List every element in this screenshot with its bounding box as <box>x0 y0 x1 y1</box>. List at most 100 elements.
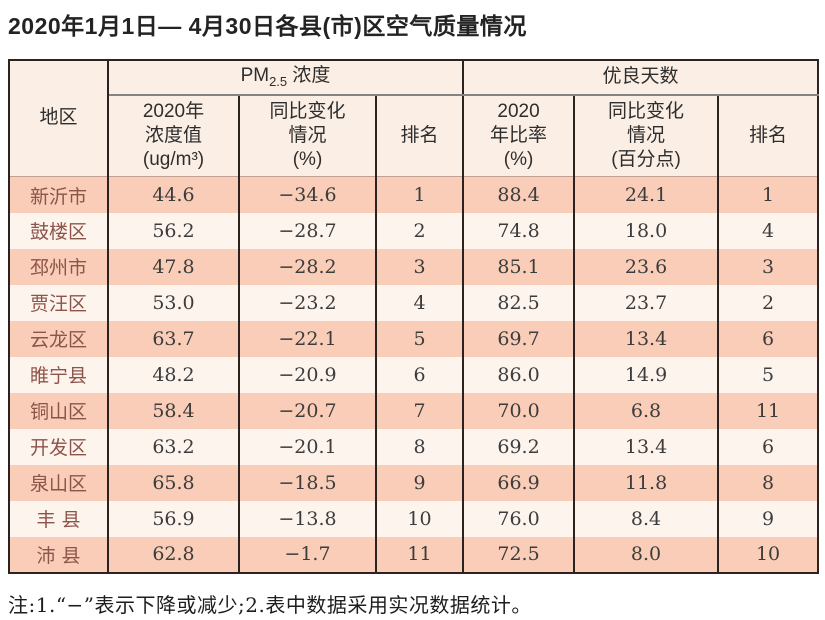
good-rate-cell: 76.0 <box>462 500 576 537</box>
table-sub-header-row: 2020年 浓度值 (ug/m³) 同比变化 情况 (%) 排名 2020 年比… <box>9 94 820 178</box>
table-row: 云龙区 63.7 −22.1 5 69.7 13.4 6 <box>8 320 820 357</box>
header-good-change: 同比变化 情况 (百分点) <box>573 94 720 178</box>
pm-change-cell: −20.1 <box>238 428 377 465</box>
header-pm-change: 同比变化 情况 (%) <box>238 94 377 178</box>
region-cell: 云龙区 <box>8 320 109 357</box>
pm-change-cell: −34.6 <box>238 176 377 213</box>
pm-rank-cell: 11 <box>374 536 465 573</box>
good-change-cell: 14.9 <box>573 356 720 393</box>
good-change-cell: 8.0 <box>573 536 720 573</box>
pm-rank-cell: 9 <box>374 464 465 501</box>
good-rank-cell: 11 <box>717 392 820 429</box>
region-cell: 铜山区 <box>8 392 109 429</box>
good-rank-cell: 9 <box>717 500 820 537</box>
good-change-cell: 13.4 <box>573 320 720 357</box>
good-rate-cell: 66.9 <box>462 464 576 501</box>
table-row: 开发区 63.2 −20.1 8 69.2 13.4 6 <box>8 428 820 465</box>
region-cell: 睢宁县 <box>8 356 109 393</box>
table-row: 睢宁县 48.2 −20.9 6 86.0 14.9 5 <box>8 356 820 393</box>
pm-value-cell: 63.2 <box>107 428 240 465</box>
good-rank-cell: 6 <box>717 320 820 357</box>
region-cell: 新沂市 <box>8 176 109 213</box>
good-change-cell: 23.6 <box>573 248 720 285</box>
good-change-cell: 18.0 <box>573 212 720 249</box>
good-rank-cell: 5 <box>717 356 820 393</box>
good-rate-cell: 69.2 <box>462 428 576 465</box>
header-pm-value: 2020年 浓度值 (ug/m³) <box>107 94 240 178</box>
region-cell: 邳州市 <box>8 248 109 285</box>
pm-rank-cell: 3 <box>374 248 465 285</box>
good-change-cell: 8.4 <box>573 500 720 537</box>
pm-rank-cell: 10 <box>374 500 465 537</box>
good-rate-cell: 88.4 <box>462 176 576 213</box>
pm-value-cell: 56.9 <box>107 500 240 537</box>
pm-rank-cell: 5 <box>374 320 465 357</box>
good-rate-cell: 72.5 <box>462 536 576 573</box>
good-rank-cell: 1 <box>717 176 820 213</box>
pm-change-cell: −20.7 <box>238 392 377 429</box>
table-row: 泉山区 65.8 −18.5 9 66.9 11.8 8 <box>8 464 820 501</box>
good-rate-cell: 74.8 <box>462 212 576 249</box>
region-cell: 泉山区 <box>8 464 109 501</box>
good-change-cell: 11.8 <box>573 464 720 501</box>
table-row: 鼓楼区 56.2 −28.7 2 74.8 18.0 4 <box>8 212 820 249</box>
region-cell: 沛 县 <box>8 536 109 573</box>
footnote: 注:1.“−”表示下降或减少;2.表中数据采用实况数据统计。 <box>8 592 532 617</box>
header-good-rate: 2020 年比率 (%) <box>462 94 576 178</box>
pm-value-cell: 48.2 <box>107 356 240 393</box>
good-rate-cell: 69.7 <box>462 320 576 357</box>
pm-value-cell: 47.8 <box>107 248 240 285</box>
header-pm-rank: 排名 <box>374 94 465 178</box>
region-cell: 鼓楼区 <box>8 212 109 249</box>
pm-value-cell: 53.0 <box>107 284 240 321</box>
pm-rank-cell: 7 <box>374 392 465 429</box>
good-rate-cell: 85.1 <box>462 248 576 285</box>
good-change-cell: 24.1 <box>573 176 720 213</box>
good-rank-cell: 10 <box>717 536 820 573</box>
table-body: 新沂市 44.6 −34.6 1 88.4 24.1 1 鼓楼区 56.2 −28.7 2 74.8 1… <box>8 176 820 573</box>
pm-value-cell: 56.2 <box>107 212 240 249</box>
good-change-cell: 23.7 <box>573 284 720 321</box>
region-cell: 丰 县 <box>8 500 109 537</box>
header-good-days-group: 优良天数 <box>462 59 820 96</box>
pm-change-cell: −18.5 <box>238 464 377 501</box>
good-rate-cell: 86.0 <box>462 356 576 393</box>
pm25-label-suffix: 浓度 <box>287 65 331 87</box>
pm25-label-subscript: 2.5 <box>269 73 288 89</box>
header-good-rank: 排名 <box>717 94 820 178</box>
pm-change-cell: −23.2 <box>238 284 377 321</box>
pm-rank-cell: 2 <box>374 212 465 249</box>
pm-change-cell: −13.8 <box>238 500 377 537</box>
table-row: 新沂市 44.6 −34.6 1 88.4 24.1 1 <box>8 176 820 213</box>
good-change-cell: 13.4 <box>573 428 720 465</box>
page-title: 2020年1月1日— 4月30日各县(市)区空气质量情况 <box>8 13 527 39</box>
pm-value-cell: 63.7 <box>107 320 240 357</box>
good-change-cell: 6.8 <box>573 392 720 429</box>
pm-change-cell: −28.7 <box>238 212 377 249</box>
pm-change-cell: −22.1 <box>238 320 377 357</box>
pm-value-cell: 58.4 <box>107 392 240 429</box>
good-rank-cell: 2 <box>717 284 820 321</box>
pm-change-cell: −28.2 <box>238 248 377 285</box>
pm-value-cell: 44.6 <box>107 176 240 213</box>
pm-value-cell: 65.8 <box>107 464 240 501</box>
header-region: 地区 <box>8 59 109 178</box>
good-rank-cell: 3 <box>717 248 820 285</box>
table-row: 铜山区 58.4 −20.7 7 70.0 6.8 11 <box>8 392 820 429</box>
pm-change-cell: −1.7 <box>238 536 377 573</box>
air-quality-table: 地区 PM2.5 浓度 优良天数 2020年 浓度值 (ug/m³) 同比变化 … <box>8 58 820 574</box>
good-rate-cell: 70.0 <box>462 392 576 429</box>
good-rank-cell: 6 <box>717 428 820 465</box>
table-row: 沛 县 62.8 −1.7 11 72.5 8.0 10 <box>8 536 820 573</box>
region-cell: 开发区 <box>8 428 109 465</box>
good-rank-cell: 4 <box>717 212 820 249</box>
good-rate-cell: 82.5 <box>462 284 576 321</box>
table-row: 邳州市 47.8 −28.2 3 85.1 23.6 3 <box>8 248 820 285</box>
pm-value-cell: 62.8 <box>107 536 240 573</box>
pm-change-cell: −20.9 <box>238 356 377 393</box>
pm25-label-prefix: PM <box>240 65 270 87</box>
good-rank-cell: 8 <box>717 464 820 501</box>
pm-rank-cell: 6 <box>374 356 465 393</box>
pm-rank-cell: 8 <box>374 428 465 465</box>
